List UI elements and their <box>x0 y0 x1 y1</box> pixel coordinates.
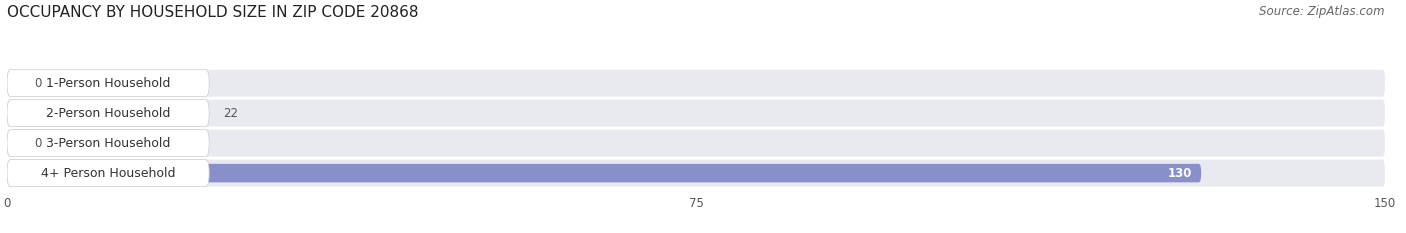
FancyBboxPatch shape <box>7 130 1385 157</box>
Text: 1-Person Household: 1-Person Household <box>46 77 170 90</box>
FancyBboxPatch shape <box>7 164 1201 182</box>
Text: 130: 130 <box>1167 167 1192 180</box>
FancyBboxPatch shape <box>7 74 21 93</box>
FancyBboxPatch shape <box>7 70 209 97</box>
Text: OCCUPANCY BY HOUSEHOLD SIZE IN ZIP CODE 20868: OCCUPANCY BY HOUSEHOLD SIZE IN ZIP CODE … <box>7 5 419 20</box>
FancyBboxPatch shape <box>7 104 209 123</box>
Text: 4+ Person Household: 4+ Person Household <box>41 167 176 180</box>
Text: 0: 0 <box>35 137 42 150</box>
FancyBboxPatch shape <box>7 70 1385 97</box>
FancyBboxPatch shape <box>7 100 209 127</box>
FancyBboxPatch shape <box>7 160 1385 187</box>
Text: Source: ZipAtlas.com: Source: ZipAtlas.com <box>1260 5 1385 18</box>
FancyBboxPatch shape <box>7 160 209 187</box>
FancyBboxPatch shape <box>7 100 1385 127</box>
FancyBboxPatch shape <box>7 130 209 157</box>
Text: 2-Person Household: 2-Person Household <box>46 107 170 120</box>
Text: 0: 0 <box>35 77 42 90</box>
Text: 3-Person Household: 3-Person Household <box>46 137 170 150</box>
Text: 22: 22 <box>224 107 238 120</box>
FancyBboxPatch shape <box>7 134 21 152</box>
